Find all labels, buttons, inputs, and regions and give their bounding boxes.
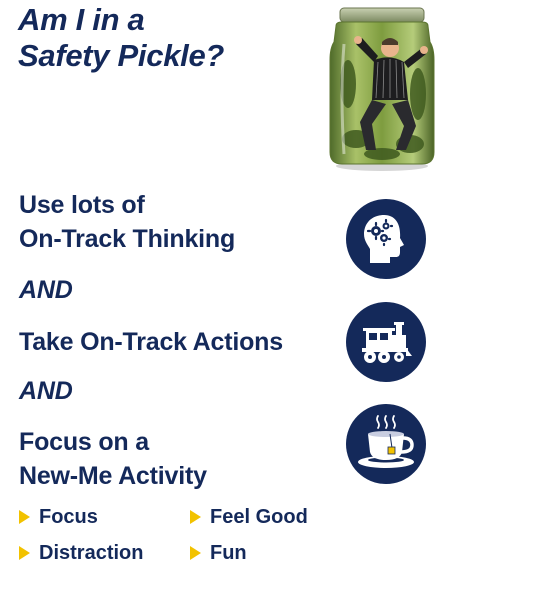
bullet-label: Fun bbox=[210, 542, 247, 564]
thinking-line-1: Use lots of bbox=[19, 191, 145, 219]
tea-cup-icon bbox=[346, 404, 426, 484]
pickle-jar-illustration bbox=[326, 4, 438, 172]
head-gears-icon bbox=[346, 199, 426, 279]
train-icon bbox=[346, 302, 426, 382]
bullet-label: Feel Good bbox=[210, 506, 308, 528]
and-connector-1: AND bbox=[19, 276, 73, 304]
bullet-label: Distraction bbox=[39, 542, 144, 564]
bullet-fun: Fun bbox=[190, 541, 247, 565]
thinking-line-2: On-Track Thinking bbox=[19, 225, 236, 253]
bullet-feel-good: Feel Good bbox=[190, 505, 308, 529]
bullet-label: Focus bbox=[39, 506, 98, 528]
bullet-focus: Focus bbox=[19, 505, 98, 529]
actions-step-text: Take On-Track Actions bbox=[19, 328, 283, 356]
title-line-2: Safety Pickle? bbox=[18, 38, 225, 73]
bullet-arrow-icon bbox=[190, 510, 201, 524]
bullet-distraction: Distraction bbox=[19, 541, 143, 565]
activity-step-text: Focus on a New-Me Activity bbox=[19, 425, 207, 493]
activity-line-1: Focus on a bbox=[19, 428, 149, 456]
bullet-arrow-icon bbox=[19, 510, 30, 524]
activity-line-2: New-Me Activity bbox=[19, 462, 207, 490]
bullet-arrow-icon bbox=[190, 546, 201, 560]
title-line-1: Am I in a bbox=[18, 2, 145, 37]
page-title: Am I in a Safety Pickle? bbox=[18, 2, 224, 74]
bullet-arrow-icon bbox=[19, 546, 30, 560]
and-connector-2: AND bbox=[19, 377, 73, 405]
thinking-step-text: Use lots of On-Track Thinking bbox=[19, 188, 235, 256]
